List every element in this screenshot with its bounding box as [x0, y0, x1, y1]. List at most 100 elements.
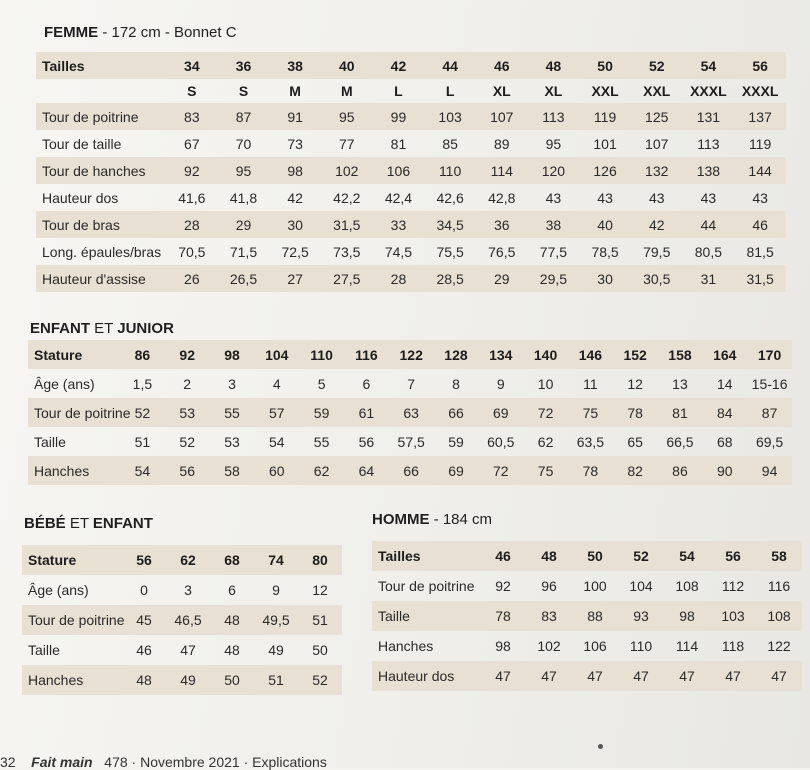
header-label: Tailles	[372, 541, 480, 571]
table-cell: 77	[339, 135, 355, 152]
table-cell: 48	[224, 642, 240, 658]
table-row: Hanches 54 56 58 60 62 64 66 69 72 75 78 82 86 90 94	[28, 456, 792, 485]
enfant-junior-title: ENFANT ET JUNIOR	[30, 320, 174, 337]
table-cell: 52	[298, 665, 342, 695]
issue-info: 478 · Novembre 2021 · Explications	[104, 754, 327, 770]
table-cell: 114	[475, 157, 528, 184]
size-header: 140	[523, 340, 568, 369]
table-cell: 102	[537, 638, 561, 654]
size-header: 40	[320, 52, 373, 79]
table-cell: 59	[448, 433, 464, 450]
table-cell: 51	[298, 605, 342, 635]
table-cell: 119	[748, 135, 772, 152]
table-cell: 63	[388, 398, 434, 427]
table-cell: 96	[541, 578, 557, 594]
table-cell: 3	[184, 582, 192, 598]
table-cell: 70	[235, 135, 252, 152]
size-header: 38	[269, 52, 321, 79]
size-header: 164	[702, 340, 748, 369]
row-label: Tour de taille	[42, 135, 122, 152]
table-cell: 30	[579, 265, 631, 292]
size-header: 46	[480, 541, 526, 571]
table-cell: 66	[433, 398, 479, 427]
table-cell: 73,5	[333, 243, 361, 260]
table-cell: 92	[495, 578, 511, 594]
table-cell: 100	[583, 578, 607, 594]
table-cell: 99	[372, 103, 425, 130]
row-label: Tour de poitrine	[28, 398, 131, 427]
size-header: 56	[710, 541, 756, 571]
table-row: Tour de poitrine 83 87 91 95 99 103 107 113 119 12…	[36, 103, 786, 130]
letter-size: M	[340, 83, 353, 99]
letter-size: XL	[492, 83, 511, 99]
table-cell: 6	[228, 582, 236, 598]
table-row: Tour de poitrine 52 53 55 57 59 61 63 66 69 72 75 78…	[28, 398, 792, 427]
table-cell: 103	[710, 601, 756, 631]
table-cell: 52	[120, 398, 165, 427]
table-cell: 34,5	[424, 211, 476, 238]
letter-size: L	[394, 83, 403, 99]
page-footer: 32 Fait main 478 · Novembre 2021 · Expli…	[0, 754, 327, 770]
magazine-brand: Fait main	[31, 754, 93, 770]
table-cell: 44	[682, 211, 735, 238]
table-cell: 88	[572, 601, 618, 631]
row-label: Tour de bras	[36, 211, 166, 238]
table-cell: 108	[756, 601, 802, 631]
row-label: Tour de hanches	[36, 157, 166, 184]
table-cell: 98	[269, 157, 321, 184]
size-header: 50	[579, 52, 631, 79]
table-cell: 47	[180, 642, 196, 658]
table-cell: 113	[697, 135, 720, 152]
table-row: Tour de hanches 92 95 98 102 106 110 114 120 126 1…	[36, 157, 786, 184]
size-header: 170	[747, 340, 792, 369]
letter-size: S	[187, 83, 197, 99]
table-cell: 1,5	[132, 375, 153, 392]
table-cell: 82	[612, 456, 658, 485]
table-cell: 36	[475, 211, 528, 238]
table-cell: 42,2	[333, 189, 361, 206]
table-cell: 110	[424, 157, 476, 184]
size-header: 54	[664, 541, 710, 571]
row-label: Hanches	[378, 638, 434, 654]
table-cell: 42,4	[384, 189, 413, 206]
table-cell: 47	[664, 661, 710, 691]
table-cell: 119	[579, 103, 631, 130]
table-cell: 42,8	[488, 189, 516, 206]
row-label: Tour de poitrine	[22, 605, 125, 635]
bebe-enfant-size-table: Stature 56 62 68 74 80 Âge (ans) 0 3 6 9 12 Tour de …	[22, 545, 342, 695]
table-cell: 118	[721, 638, 745, 654]
size-header: 92	[164, 340, 210, 369]
table-cell: 64	[343, 456, 389, 485]
table-cell: 42,6	[436, 189, 464, 206]
table-cell: 81,5	[746, 243, 774, 260]
table-cell: 54	[269, 433, 285, 450]
table-cell: 122	[767, 638, 791, 654]
table-cell: 71,5	[229, 243, 258, 260]
table-cell: 76,5	[488, 243, 516, 260]
table-cell: 86	[657, 456, 703, 485]
table-cell: 15-16	[751, 375, 788, 392]
table-cell: 107	[645, 135, 669, 152]
table-cell: 68	[716, 433, 733, 450]
table-cell: 102	[320, 157, 373, 184]
table-cell: 98	[495, 638, 511, 654]
table-cell: 56	[164, 456, 210, 485]
table-cell: 112	[721, 578, 745, 594]
table-row: Âge (ans) 0 3 6 9 12	[22, 575, 342, 605]
size-header: 48	[526, 541, 572, 571]
table-cell: 137	[734, 103, 786, 130]
table-cell: 113	[527, 103, 580, 130]
row-label: Tour de poitrine	[36, 103, 166, 130]
table-cell: 29	[475, 265, 528, 292]
size-header: 62	[166, 545, 210, 575]
table-cell: 144	[734, 157, 786, 184]
table-row: Taille 78 83 88 93 98 103 108	[372, 601, 802, 631]
table-cell: 27	[269, 265, 321, 292]
table-cell: 95	[217, 157, 270, 184]
table-cell: 69,5	[755, 433, 784, 450]
table-row: Taille 46 47 48 49 50	[22, 635, 342, 665]
table-cell: 72	[478, 456, 524, 485]
table-cell: 29	[217, 211, 270, 238]
size-header: 46	[475, 52, 528, 79]
row-label: Hanches	[22, 665, 122, 695]
